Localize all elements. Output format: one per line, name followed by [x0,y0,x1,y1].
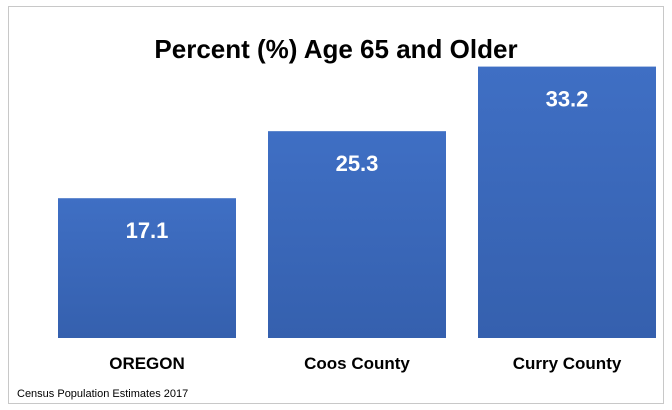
category-label-oregon: OREGON [109,354,185,373]
category-label-curry-county: Curry County [513,354,622,373]
value-labels-layer: 17.1 25.3 33.2 [126,87,589,244]
chart-title: Percent (%) Age 65 and Older [154,34,518,64]
bar-oregon [58,198,236,338]
category-labels-layer: OREGON Coos County Curry County [109,354,622,373]
value-label-curry-county: 33.2 [546,87,589,112]
source-note: Census Population Estimates 2017 [17,388,189,400]
value-label-oregon: 17.1 [126,218,169,243]
bar-coos-county [268,131,446,338]
category-label-coos-county: Coos County [304,354,410,373]
bar-curry-county [478,66,656,338]
bars-layer [58,66,656,338]
value-label-coos-county: 25.3 [336,151,379,176]
